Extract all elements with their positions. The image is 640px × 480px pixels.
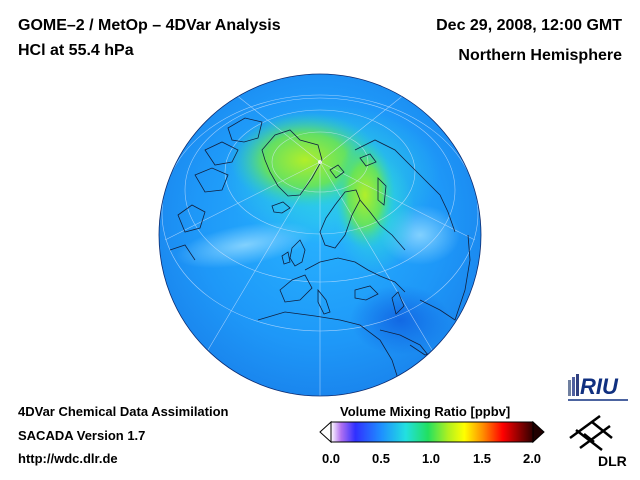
footer-url: http://wdc.dlr.de [18, 451, 118, 466]
footer-line-2: SACADA Version 1.7 [18, 428, 146, 443]
riu-logo: RIU [568, 374, 628, 401]
colorbar-tick-1: 0.5 [371, 451, 391, 466]
svg-text:DLR: DLR [598, 453, 627, 469]
colorbar-tick-4: 2.0 [522, 451, 542, 466]
region-label: Northern Hemisphere [458, 47, 622, 64]
colorbar-title: Volume Mixing Ratio [ppbv] [340, 404, 511, 419]
colorbar-tick-2: 1.0 [421, 451, 441, 466]
dlr-logo: DLR [569, 414, 627, 469]
colorbar-tick-3: 1.5 [472, 451, 492, 466]
title-line-2: HCl at 55.4 hPa [18, 42, 134, 59]
colorbar-tick-0: 0.0 [321, 451, 341, 466]
footer-line-1: 4DVar Chemical Data Assimilation [18, 404, 229, 419]
svg-text:RIU: RIU [580, 374, 619, 399]
title-line-1: GOME–2 / MetOp – 4DVar Analysis [18, 17, 281, 34]
datetime-label: Dec 29, 2008, 12:00 GMT [436, 17, 622, 34]
colorbar [319, 420, 545, 444]
